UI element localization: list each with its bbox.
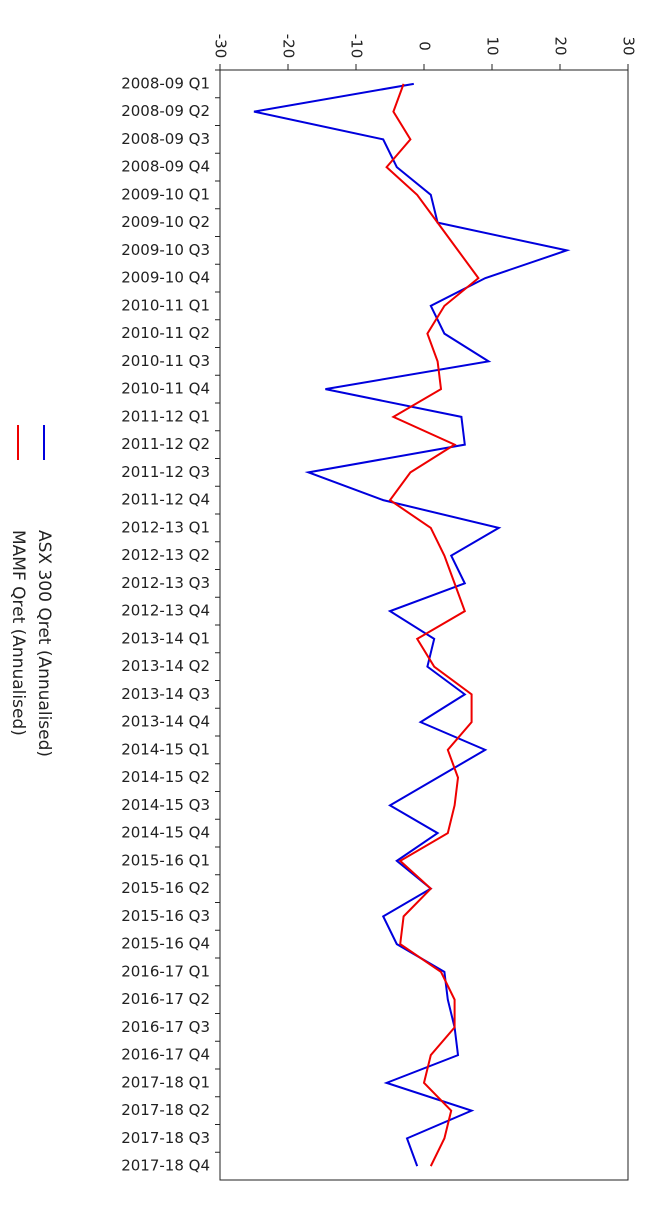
series-line [253,82,571,1167]
y-tick-label: 2012-13 Q1 [121,518,210,536]
y-tick-label: 2010-11 Q1 [121,296,210,314]
y-tick-label: 2015-16 Q1 [121,851,210,869]
y-tick-label: 2008-09 Q4 [121,158,210,176]
y-tick-label: 2008-09 Q3 [121,130,210,148]
y-tick-label: 2016-17 Q1 [121,962,210,980]
y-tick-label: 2015-16 Q4 [121,935,210,953]
y-tick-label: 2010-11 Q2 [121,324,210,342]
y-tick-label: 2015-16 Q3 [121,907,210,925]
x-tick-label: -20 [280,34,298,59]
y-tick-label: 2009-10 Q1 [121,185,210,203]
legend-label: ASX 300 Qret (Annualised) [34,530,54,757]
series-line [385,83,480,1167]
y-tick-label: 2014-15 Q2 [121,768,210,786]
x-tick-label: 30 [620,36,638,55]
y-tick-label: 2008-09 Q1 [121,74,210,92]
y-tick-label: 2012-13 Q4 [121,602,210,620]
y-tick-label: 2013-14 Q4 [121,713,210,731]
y-tick-label: 2008-09 Q2 [121,102,210,120]
y-tick-label: 2013-14 Q3 [121,685,210,703]
y-tick-label: 2011-12 Q2 [121,435,210,453]
y-tick-label: 2014-15 Q4 [121,824,210,842]
y-tick-label: 2013-14 Q1 [121,629,210,647]
y-tick-label: 2012-13 Q3 [121,574,210,592]
y-tick-label: 2014-15 Q3 [121,796,210,814]
y-tick-label: 2015-16 Q2 [121,879,210,897]
y-tick-label: 2014-15 Q1 [121,740,210,758]
x-tick-label: 0 [416,41,434,51]
y-tick-label: 2012-13 Q2 [121,546,210,564]
x-tick-label: 20 [552,36,570,55]
y-tick-label: 2016-17 Q4 [121,1046,210,1064]
y-tick-label: 2017-18 Q3 [121,1129,210,1147]
y-tick-label: 2016-17 Q2 [121,990,210,1008]
y-tick-label: 2017-18 Q2 [121,1101,210,1119]
y-tick-label: 2011-12 Q4 [121,491,210,509]
x-tick-label: 10 [484,36,502,55]
y-tick-label: 2011-12 Q1 [121,407,210,425]
y-tick-label: 2017-18 Q4 [121,1157,210,1175]
x-tick-label: -30 [212,34,230,59]
y-tick-label: 2013-14 Q2 [121,657,210,675]
y-tick-label: 2016-17 Q3 [121,1018,210,1036]
y-tick-label: 2010-11 Q3 [121,352,210,370]
y-tick-label: 2017-18 Q1 [121,1073,210,1091]
y-tick-label: 2009-10 Q2 [121,213,210,231]
plot-area [219,69,629,1181]
x-tick-label: -10 [348,34,366,59]
y-tick-label: 2009-10 Q3 [121,241,210,259]
y-tick-label: 2010-11 Q4 [121,380,210,398]
y-tick-label: 2011-12 Q3 [121,463,210,481]
legend-label: MAMF Qret (Annualised) [8,530,28,736]
y-tick-label: 2009-10 Q4 [121,269,210,287]
